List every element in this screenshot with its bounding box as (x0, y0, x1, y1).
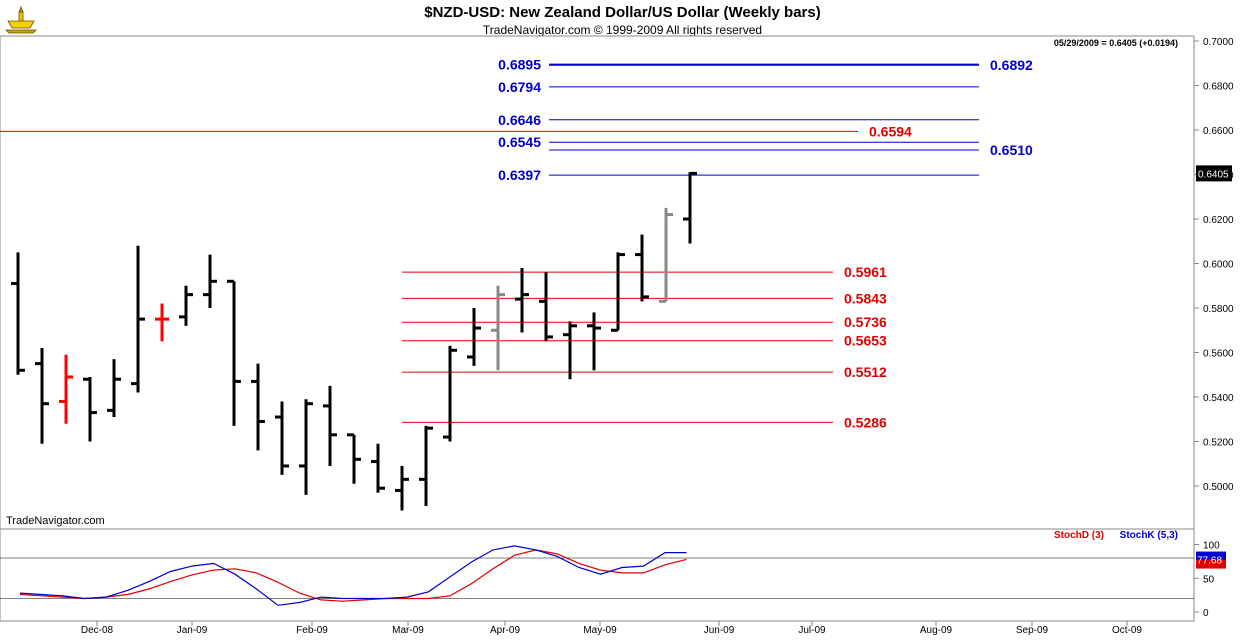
watermark-text: TradeNavigator.com (6, 515, 105, 527)
y-tick-label: 0.5800 (1203, 304, 1234, 315)
x-tick-label: Jun-09 (704, 625, 735, 636)
level-label: 0.6646 (498, 112, 541, 128)
y-tick-label: 0.5600 (1203, 349, 1234, 360)
x-tick-label: Jul-09 (798, 625, 826, 636)
level-label: 0.5286 (844, 414, 887, 430)
level-label: 0.6892 (990, 57, 1033, 73)
level-label: 0.5843 (844, 290, 887, 306)
level-label: 0.6397 (498, 167, 541, 183)
last-price-label: 0.6405 (1198, 169, 1229, 180)
y-tick-label: 0.6600 (1203, 126, 1234, 137)
copyright-text: TradeNavigator.com © 1999-2009 All right… (482, 23, 763, 37)
price-panel-frame (0, 35, 1195, 530)
level-label: 0.6895 (498, 56, 541, 72)
stoch-tick-label: 50 (1203, 574, 1215, 585)
x-tick-label: Sep-09 (1016, 625, 1049, 636)
trade-navigator-logo-icon (5, 5, 37, 34)
level-label: 0.5512 (844, 364, 887, 380)
x-tick-label: Apr-09 (490, 625, 520, 636)
level-label: 0.6794 (498, 79, 541, 95)
x-tick-label: Dec-08 (81, 625, 114, 636)
level-label: 0.5736 (844, 314, 887, 330)
level-label: 0.5961 (844, 264, 887, 280)
stochd-value-box (1196, 559, 1226, 569)
x-tick-label: Aug-09 (920, 625, 953, 636)
last-price-box (1196, 165, 1232, 182)
y-tick-label: 0.7000 (1203, 37, 1234, 48)
level-label: 0.6545 (498, 134, 541, 150)
chart-title: $NZD-USD: New Zealand Dollar/US Dollar (… (424, 4, 821, 21)
level-label: 0.6594 (869, 123, 912, 139)
y-tick-label: 0.5400 (1203, 393, 1234, 404)
stochd-line (19, 549, 687, 602)
y-tick-label: 0.6000 (1203, 260, 1234, 271)
y-tick-label: 0.6800 (1203, 82, 1234, 93)
stochk-value-box (1196, 551, 1226, 562)
last-price-info: 05/29/2009 = 0.6405 (+0.0194) (1054, 38, 1178, 48)
x-tick-label: Mar-09 (392, 625, 424, 636)
legend-stochk: StochK (5,3) (1120, 530, 1178, 541)
stoch-tick-label: 0 (1203, 608, 1209, 619)
x-tick-label: May-09 (583, 625, 617, 636)
y-tick-label: 0.5000 (1203, 482, 1234, 493)
stoch-panel-frame (0, 528, 1195, 622)
x-tick-label: Oct-09 (1112, 625, 1142, 636)
stoch-last-label: 77.68 (1197, 556, 1222, 567)
y-tick-label: 0.6200 (1203, 215, 1234, 226)
x-tick-label: Feb-09 (296, 625, 328, 636)
y-tick-label: 0.5200 (1203, 438, 1234, 449)
stochk-line (19, 545, 687, 606)
level-label: 0.5653 (844, 333, 887, 349)
x-tick-label: Jan-09 (177, 625, 208, 636)
level-label: 0.6510 (990, 142, 1033, 158)
stoch-tick-label: 100 (1203, 541, 1220, 552)
legend-stochd: StochD (3) (1054, 530, 1104, 541)
